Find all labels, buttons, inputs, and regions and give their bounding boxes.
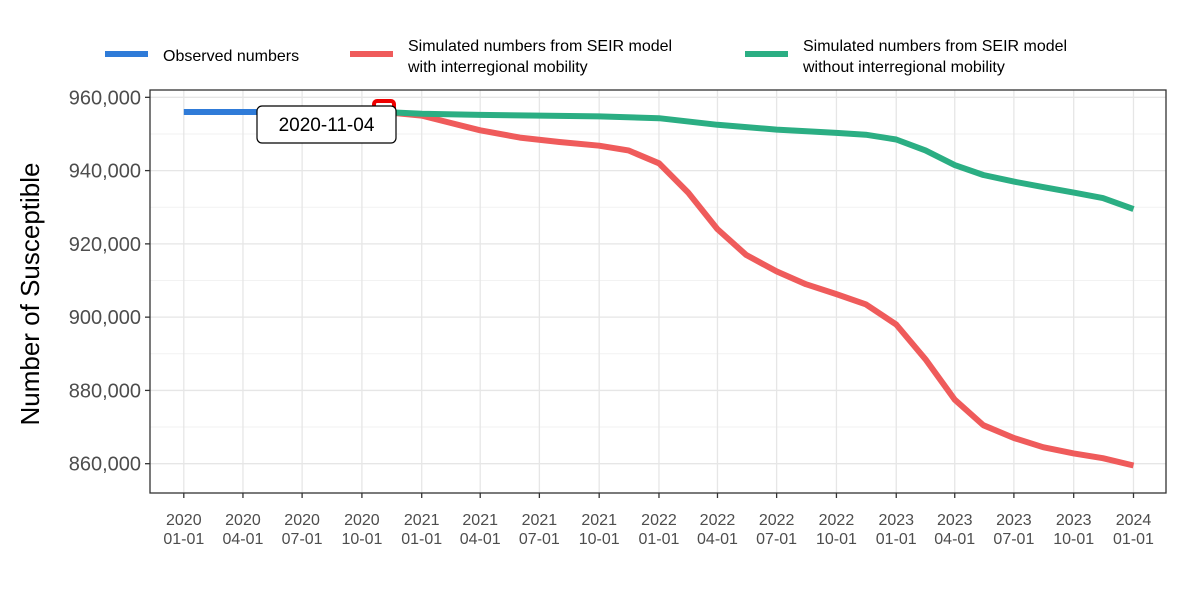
x-tick-label-year: 2022 [700, 512, 736, 529]
x-tick-label-year: 2021 [522, 512, 558, 529]
annotation: 2020-11-04 [256, 98, 397, 144]
x-tick-label-monthday: 10-01 [341, 531, 382, 548]
x-tick-label-monthday: 04-01 [934, 531, 975, 548]
y-tick-label: 900,000 [69, 307, 141, 329]
x-tick-label-monthday: 07-01 [282, 531, 323, 548]
x-tick-label-year: 2022 [641, 512, 677, 529]
x-tick-label-monthday: 01-01 [401, 531, 442, 548]
legend-label-2: Simulated numbers from SEIR model [408, 38, 672, 55]
x-tick-label-year: 2023 [878, 512, 914, 529]
x-tick-label-monthday: 07-01 [756, 531, 797, 548]
y-tick-label: 860,000 [69, 454, 141, 476]
x-tick-label-monthday: 10-01 [579, 531, 620, 548]
y-tick-label: 880,000 [69, 380, 141, 402]
x-tick-label-monthday: 07-01 [993, 531, 1034, 548]
x-tick-label-monthday: 04-01 [460, 531, 501, 548]
x-tick-label-monthday: 01-01 [639, 531, 680, 548]
x-tick-label-monthday: 01-01 [163, 531, 204, 548]
x-tick-label-year: 2021 [404, 512, 440, 529]
grid [150, 90, 1166, 493]
y-tick-label: 920,000 [69, 234, 141, 256]
x-tick-label-year: 2022 [759, 512, 795, 529]
x-tick-label-monthday: 01-01 [1113, 531, 1154, 548]
axes: 860,000 880,000 900,000 920,000 940,000 960,0… [69, 87, 1167, 548]
legend-label-3: Simulated numbers from SEIR model [803, 38, 1067, 55]
x-tick-label-year: 2021 [581, 512, 617, 529]
y-axis-title: Number of Susceptible [15, 162, 45, 425]
x-tick-label-monthday: 07-01 [519, 531, 560, 548]
legend-label-1: Observed numbers [163, 48, 299, 65]
x-tick-label-monthday: 10-01 [816, 531, 857, 548]
x-tick-label-monthday: 10-01 [1053, 531, 1094, 548]
legend-label-3: without interregional mobility [802, 59, 1005, 76]
x-tick-label-year: 2020 [284, 512, 320, 529]
legend-label-2: with interregional mobility [407, 59, 588, 76]
x-tick-label-year: 2023 [1056, 512, 1092, 529]
x-tick-label-monthday: 01-01 [876, 531, 917, 548]
x-tick-label-year: 2023 [937, 512, 973, 529]
series-line-2 [383, 109, 1135, 469]
x-tick-label-year: 2020 [344, 512, 380, 529]
x-tick-label-year: 2023 [996, 512, 1032, 529]
x-tick-label-monthday: 04-01 [697, 531, 738, 548]
x-tick-label-year: 2022 [819, 512, 855, 529]
y-tick-label: 940,000 [69, 161, 141, 183]
x-tick-label-monthday: 04-01 [222, 531, 263, 548]
x-tick-label-year: 2020 [225, 512, 261, 529]
series-line-3 [383, 109, 1135, 212]
x-tick-label-year: 2020 [166, 512, 202, 529]
annotation-label-box [256, 105, 397, 144]
x-tick-label-year: 2024 [1116, 512, 1152, 529]
x-tick-label-year: 2021 [462, 512, 498, 529]
y-tick-label: 960,000 [69, 87, 141, 109]
plot-border [149, 89, 1167, 494]
legend: Observed numbers Simulated numbers from S… [105, 38, 1067, 76]
annotation-label: 2020-11-04 [279, 115, 375, 136]
